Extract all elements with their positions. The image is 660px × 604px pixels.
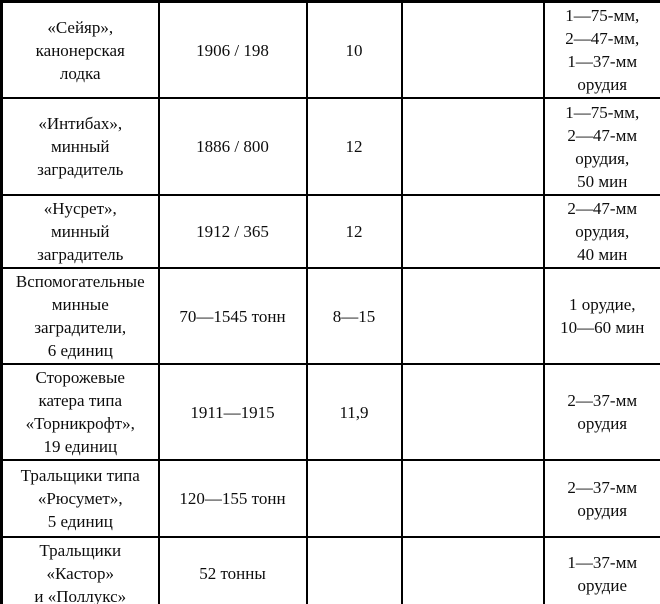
cell-ship-name: Тральщики «Кастор» и «Поллукс» [0,536,160,604]
cell-year-displacement: 120—155 тонн [157,459,308,538]
table-row: Вспомогательные минные заградители, 6 ед… [0,267,660,365]
cell-speed [305,459,403,538]
cell-ship-name: Вспомогательные минные заградители, 6 ед… [0,267,160,365]
cell-speed: 10 [305,0,403,99]
cell-empty [400,0,545,99]
cell-ship-name: Тральщики типа «Рюсумет», 5 единиц [0,459,160,538]
table-row: Тральщики «Кастор» и «Поллукс» 52 тонны … [0,536,660,604]
cell-armament: 2—37-мм орудия [542,459,660,538]
cell-armament: 2—37-мм орудия [542,363,660,461]
cell-empty [400,459,545,538]
cell-armament: 1—37-мм орудие [542,536,660,604]
cell-armament: 1 орудие, 10—60 мин [542,267,660,365]
cell-year-displacement: 70—1545 тонн [157,267,308,365]
cell-speed [305,536,403,604]
table-row: Тральщики типа «Рюсумет», 5 единиц 120—1… [0,459,660,538]
table-row: Сторожевые катера типа «Торникрофт», 19 … [0,363,660,461]
cell-empty [400,194,545,269]
cell-speed: 12 [305,194,403,269]
cell-ship-name: «Сейяр», канонерская лодка [0,0,160,99]
cell-speed: 11,9 [305,363,403,461]
cell-empty [400,97,545,196]
cell-armament: 1—75-мм, 2—47-мм орудия, 50 мин [542,97,660,196]
cell-speed: 12 [305,97,403,196]
cell-empty [400,363,545,461]
table-row: «Сейяр», канонерская лодка 1906 / 198 10… [0,0,660,99]
cell-ship-name: Сторожевые катера типа «Торникрофт», 19 … [0,363,160,461]
cell-year-displacement: 1906 / 198 [157,0,308,99]
cell-speed: 8—15 [305,267,403,365]
cell-year-displacement: 1911—1915 [157,363,308,461]
cell-year-displacement: 52 тонны [157,536,308,604]
cell-year-displacement: 1912 / 365 [157,194,308,269]
cell-empty [400,536,545,604]
cell-ship-name: «Нусрет», минный заградитель [0,194,160,269]
cell-ship-name: «Интибах», минный заградитель [0,97,160,196]
cell-year-displacement: 1886 / 800 [157,97,308,196]
table-row: «Интибах», минный заградитель 1886 / 800… [0,97,660,196]
cell-empty [400,267,545,365]
cell-armament: 2—47-мм орудия, 40 мин [542,194,660,269]
cell-armament: 1—75-мм, 2—47-мм, 1—37-мм орудия [542,0,660,99]
table-row: «Нусрет», минный заградитель 1912 / 365 … [0,194,660,269]
